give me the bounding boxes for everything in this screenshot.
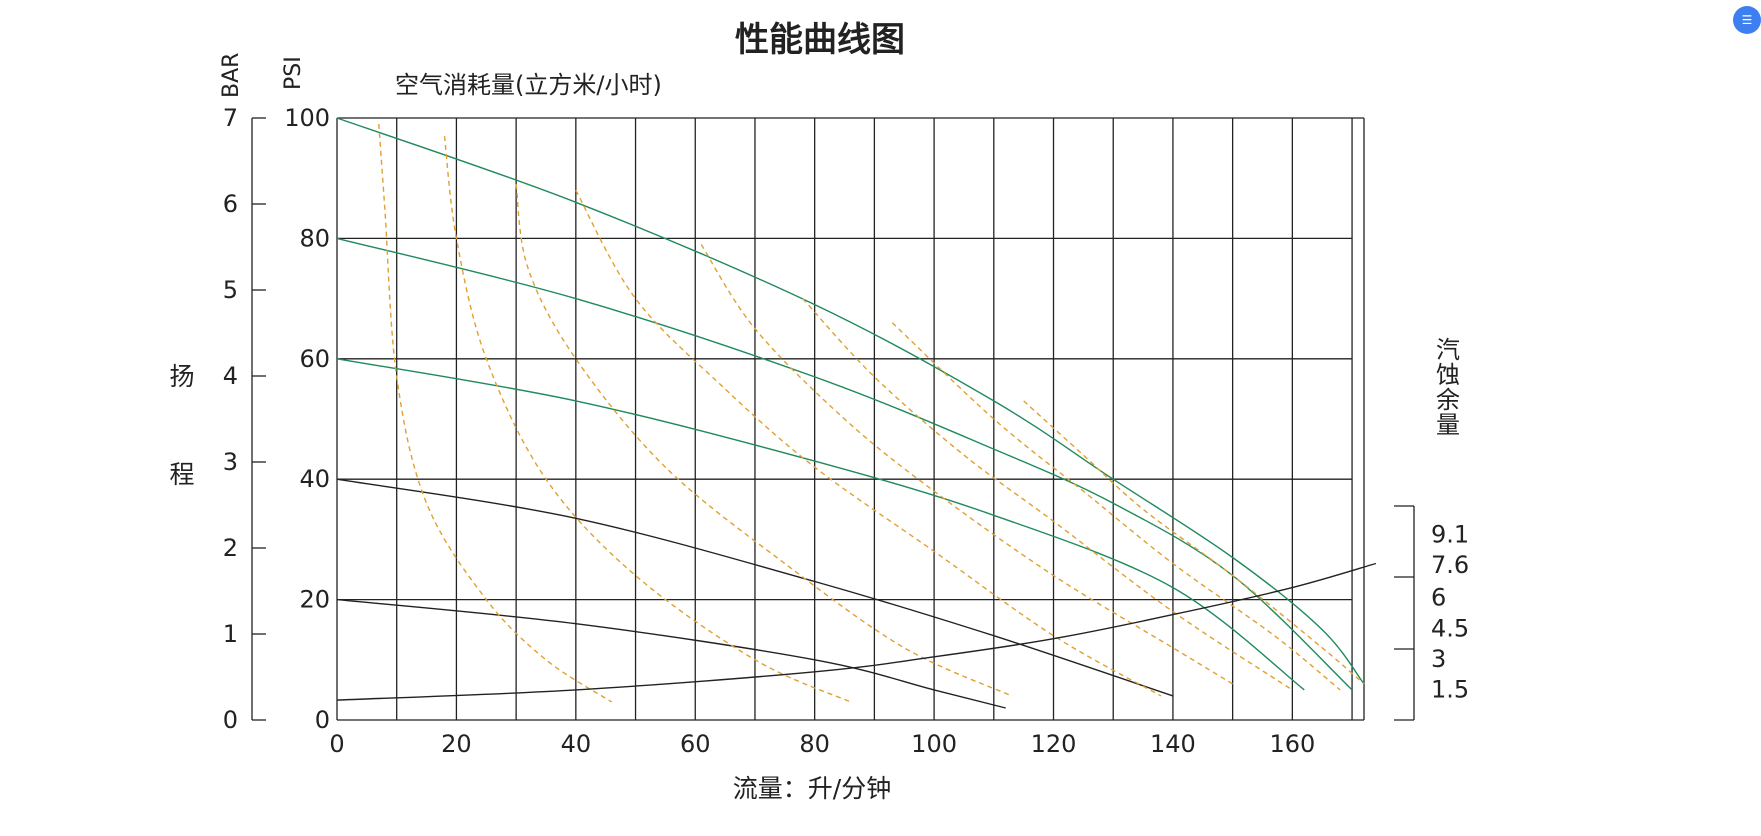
- pressure-curve: [336, 237, 1353, 691]
- chart-title: 性能曲线图: [735, 20, 905, 60]
- chat-icon[interactable]: ☰: [1733, 6, 1761, 34]
- psi-tick-label: 40: [299, 465, 330, 493]
- bar-tick-label: 6: [223, 190, 238, 218]
- psi-tick-label: 60: [299, 345, 330, 373]
- bar-axis-label: BAR: [219, 53, 244, 98]
- x-tick-label: 0: [329, 730, 344, 758]
- npsh-tick-label: 4.5: [1431, 614, 1469, 642]
- psi-tick-label: 80: [299, 224, 330, 252]
- pressure-curve: [336, 358, 1305, 691]
- npsh-label-char: 蚀: [1436, 361, 1460, 389]
- psi-axis-label: PSI: [281, 56, 306, 90]
- air-curve: [575, 189, 1162, 697]
- labels-layer: 性能曲线图 空气消耗量(立方米/小时) 流量：升/分钟 BAR PSI 扬 程 …: [169, 20, 1469, 803]
- npsh-tick-label: 6: [1431, 584, 1446, 612]
- pressure-curve: [336, 478, 1174, 697]
- npsh-tick-label: 1.5: [1431, 675, 1469, 703]
- bar-tick-label: 0: [223, 706, 238, 734]
- x-tick-label: 20: [441, 730, 472, 758]
- x-tick-label: 160: [1269, 730, 1315, 758]
- grid: [336, 117, 1365, 721]
- bar-tick-label: 4: [223, 362, 238, 390]
- x-tick-label: 120: [1031, 730, 1077, 758]
- air-curve: [515, 184, 1012, 697]
- psi-tick-label: 100: [284, 104, 330, 132]
- air-curve: [1023, 400, 1365, 685]
- x-tick-label: 140: [1150, 730, 1196, 758]
- psi-tick-label: 0: [315, 706, 330, 734]
- head-label-top: 扬: [169, 362, 194, 391]
- x-tick-label: 100: [911, 730, 957, 758]
- npsh-axis-label: 汽蚀余量: [1436, 336, 1460, 439]
- axes: [251, 117, 1415, 721]
- head-label-bottom: 程: [169, 460, 194, 489]
- bar-tick-label: 2: [223, 534, 238, 562]
- x-tick-label: 40: [561, 730, 592, 758]
- air-curve: [443, 136, 851, 703]
- bar-tick-label: 3: [223, 448, 238, 476]
- npsh-curve: [336, 562, 1377, 701]
- npsh-label-char: 余: [1436, 386, 1460, 414]
- bar-tick-label: 1: [223, 620, 238, 648]
- x-tick-label: 60: [680, 730, 711, 758]
- air-curve: [802, 298, 1293, 691]
- npsh-tick-label: 9.1: [1431, 521, 1469, 549]
- bar-tick-label: 7: [223, 104, 238, 132]
- pressure-curve: [336, 598, 1006, 709]
- npsh-tick-label: 7.6: [1431, 551, 1469, 579]
- npsh-label-char: 汽: [1436, 336, 1460, 364]
- air-curve: [700, 244, 1233, 685]
- pressure-curve: [336, 117, 1365, 685]
- npsh-tick-label: 3: [1431, 645, 1446, 673]
- air-consumption-label: 空气消耗量(立方米/小时): [395, 71, 662, 99]
- series-layer: [336, 117, 1377, 709]
- psi-tick-label: 20: [299, 586, 330, 614]
- air-curve: [378, 123, 613, 703]
- x-axis-label: 流量：升/分钟: [733, 774, 891, 803]
- npsh-label-char: 量: [1436, 411, 1460, 439]
- bar-tick-label: 5: [223, 276, 238, 304]
- x-tick-label: 80: [799, 730, 830, 758]
- air-curve: [891, 322, 1341, 691]
